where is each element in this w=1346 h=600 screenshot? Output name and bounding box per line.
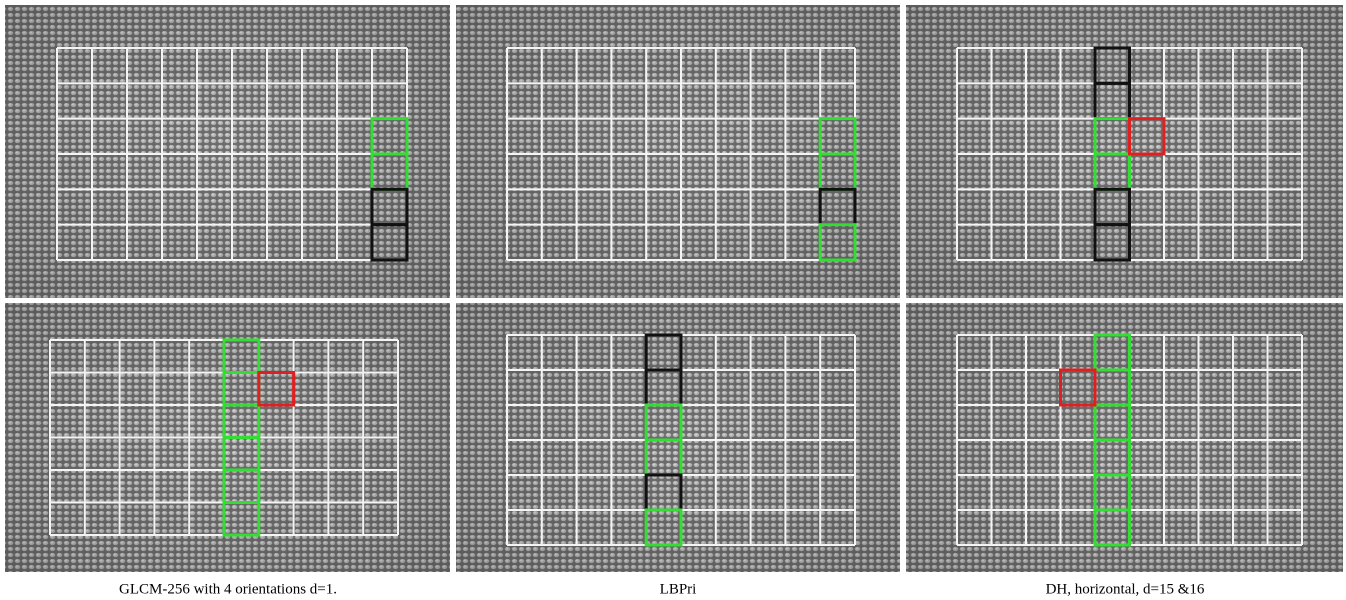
image-shade — [906, 303, 1343, 572]
figure: GLCM-256 with 4 orientations d=1. LBPri … — [0, 0, 1346, 600]
caption: GLCM-256 with 4 orientations d=1. — [119, 581, 337, 597]
image-shade — [456, 303, 900, 572]
caption: LBPri — [660, 581, 697, 597]
panels — [5, 5, 1343, 572]
caption: DH, horizontal, d=15 &16 — [1046, 581, 1205, 597]
page: GLCM-256 with 4 orientations d=1. LBPri … — [0, 0, 1346, 600]
